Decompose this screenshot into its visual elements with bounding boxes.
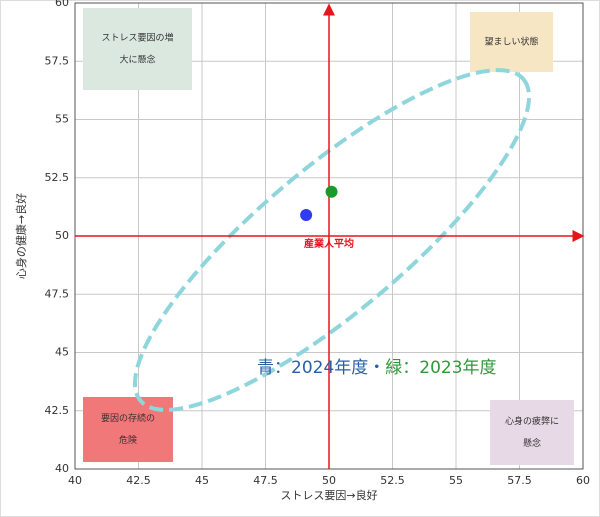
point [325, 185, 338, 198]
y-tick-label: 47.5 [45, 287, 70, 300]
reference-label: 産業人平均 [304, 237, 354, 250]
x-axis-label: ストレス要因→良好 [280, 488, 377, 502]
y-tick-label: 40 [55, 462, 69, 475]
quadrant-label: 危険 [119, 434, 137, 446]
note: 青：2024年度・緑：2023年度 [257, 358, 497, 378]
y-tick-label: 45 [55, 346, 69, 359]
x-tick-label: 57.5 [507, 474, 532, 487]
x-tick-label: 42.5 [126, 474, 151, 487]
ellipse [132, 68, 532, 412]
y-tick-label: 55 [55, 113, 69, 126]
x-tick-label: 55 [449, 474, 463, 487]
quadrant-label: ストレス要因の増 [101, 32, 173, 44]
quadrant-box [83, 8, 192, 90]
y-axis-label: 心身の健康→良好 [14, 193, 28, 279]
quadrant-label: 望ましい状態 [484, 36, 538, 48]
y-tick-label: 50 [55, 229, 69, 242]
y-tick-label: 60 [55, 0, 69, 9]
quadrant-label: 懸念 [523, 437, 541, 449]
x-tick-label: 52.5 [380, 474, 405, 487]
note-part: 青：2024年度 [257, 358, 368, 378]
x-tick-label: 60 [576, 474, 590, 487]
quadrant-label: 要因の存続の [101, 412, 155, 424]
y-tick-label: 52.5 [45, 171, 70, 184]
note-part: ・ [368, 358, 385, 378]
x-tick-label: 50 [322, 474, 336, 487]
quadrant-box [83, 397, 173, 462]
x-tick-label: 45 [195, 474, 209, 487]
x-tick-label: 40 [68, 474, 82, 487]
quadrant-box [490, 400, 574, 465]
quadrant-box [470, 12, 553, 72]
x-tick-label: 47.5 [253, 474, 278, 487]
quadrant-label: 大に懸念 [119, 54, 155, 66]
quadrant-label: 心身の疲弊に [505, 415, 559, 427]
y-tick-label: 42.5 [45, 404, 70, 417]
y-tick-label: 57.5 [45, 54, 70, 67]
note-part: 緑：2023年度 [385, 358, 496, 378]
point [300, 209, 313, 222]
